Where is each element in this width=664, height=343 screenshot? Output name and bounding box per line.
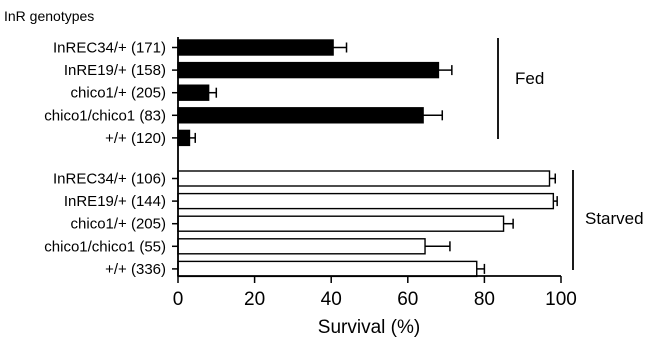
x-axis-ticks: 0 20 40 60 80 100	[173, 276, 577, 310]
bar	[177, 192, 555, 210]
category-label: InREC34/+ (171)	[53, 40, 166, 57]
bar	[177, 170, 551, 187]
x-tick-label: 100	[545, 289, 577, 310]
category-label: InRE19/+ (144)	[64, 193, 166, 210]
group-label-starved: Starved	[585, 209, 644, 228]
category-label: InRE19/+ (158)	[64, 62, 166, 79]
group-label-fed: Fed	[515, 69, 544, 88]
x-tick-label: 0	[173, 289, 184, 310]
plot-area: InREC34/+ (171) InRE19/+ (158) chico1/+ (2…	[44, 39, 558, 278]
bar	[177, 107, 424, 124]
bar	[177, 39, 334, 56]
x-axis-label: Survival (%)	[318, 317, 420, 338]
bar	[177, 238, 426, 255]
x-tick-label: 80	[474, 289, 495, 310]
x-tick-label: 60	[397, 289, 418, 310]
corner-label: InR genotypes	[4, 8, 94, 24]
category-label: chico1/+ (205)	[71, 216, 166, 233]
category-label: +/+ (336)	[105, 261, 166, 278]
bar	[177, 61, 440, 79]
x-tick-label: 40	[321, 289, 342, 310]
category-label: InREC34/+ (106)	[53, 171, 166, 188]
category-label: chico1/+ (205)	[71, 85, 166, 102]
bar	[177, 260, 478, 278]
category-label: chico1/chico1 (83)	[44, 107, 166, 124]
category-label: chico1/chico1 (55)	[44, 238, 166, 255]
x-tick-label: 20	[244, 289, 265, 310]
bar	[177, 129, 191, 147]
bar	[177, 84, 210, 101]
bar	[177, 215, 505, 232]
category-label: +/+ (120)	[105, 130, 166, 147]
